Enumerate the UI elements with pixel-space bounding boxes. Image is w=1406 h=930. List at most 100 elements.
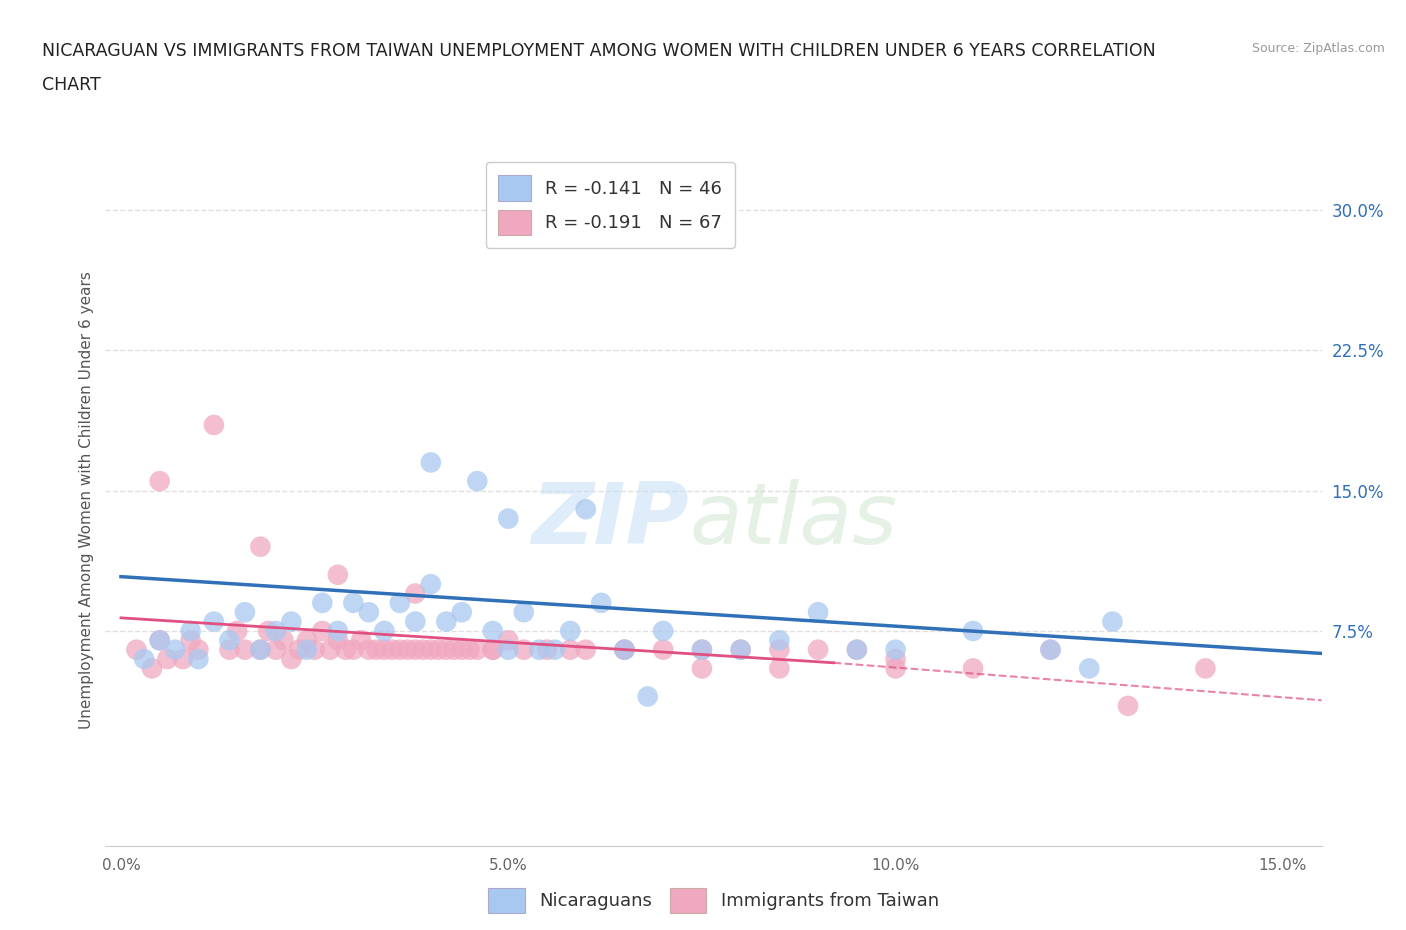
Point [1101,614,1123,629]
Point [529,643,551,658]
Point [652,643,675,658]
Point [962,661,984,676]
Point [560,623,582,638]
Point [690,643,713,658]
Point [350,633,373,648]
Text: NICARAGUAN VS IMMIGRANTS FROM TAIWAN UNEMPLOYMENT AMONG WOMEN WITH CHILDREN UNDE: NICARAGUAN VS IMMIGRANTS FROM TAIWAN UNE… [42,42,1156,60]
Point [560,643,582,658]
Point [149,473,172,488]
Point [396,643,419,658]
Point [311,595,333,610]
Point [496,512,519,526]
Point [202,614,225,629]
Point [536,643,558,658]
Point [295,643,318,658]
Point [149,633,172,648]
Point [295,633,318,648]
Point [1078,661,1101,676]
Point [807,604,830,619]
Point [496,643,519,658]
Point [319,643,342,658]
Point [165,643,187,658]
Point [280,614,302,629]
Text: CHART: CHART [42,76,101,94]
Point [962,623,984,638]
Point [218,633,240,648]
Point [357,643,380,658]
Point [233,604,256,619]
Point [125,643,148,658]
Point [458,643,481,658]
Point [513,643,536,658]
Point [264,643,287,658]
Point [845,643,868,658]
Text: atlas: atlas [689,479,897,562]
Point [419,577,441,591]
Point [613,643,636,658]
Point [373,643,395,658]
Point [575,502,598,517]
Point [481,623,503,638]
Point [443,643,465,658]
Point [373,623,395,638]
Point [149,633,172,648]
Point [257,623,280,638]
Point [434,614,457,629]
Point [1039,643,1062,658]
Point [187,652,209,667]
Point [513,604,536,619]
Point [357,604,380,619]
Point [304,643,326,658]
Point [690,643,713,658]
Point [381,643,404,658]
Point [202,418,225,432]
Y-axis label: Unemployment Among Women with Children Under 6 years: Unemployment Among Women with Children U… [79,271,94,729]
Point [884,652,907,667]
Point [1039,643,1062,658]
Point [481,643,503,658]
Point [404,614,426,629]
Point [481,643,503,658]
Point [273,633,295,648]
Point [156,652,179,667]
Point [342,595,364,610]
Point [730,643,752,658]
Point [134,652,156,667]
Point [311,623,333,638]
Point [845,643,868,658]
Point [768,633,790,648]
Point [326,623,349,638]
Point [690,661,713,676]
Point [450,604,472,619]
Point [388,595,411,610]
Point [637,689,659,704]
Point [465,473,488,488]
Text: ZIP: ZIP [531,479,689,562]
Point [264,623,287,638]
Point [342,643,364,658]
Point [404,586,426,601]
Point [575,643,598,658]
Point [249,643,271,658]
Point [288,643,311,658]
Point [141,661,163,676]
Point [450,643,472,658]
Point [388,643,411,658]
Point [613,643,636,658]
Point [226,623,249,638]
Point [404,643,426,658]
Point [884,661,907,676]
Point [613,643,636,658]
Point [326,633,349,648]
Point [465,643,488,658]
Point [280,652,302,667]
Point [218,643,240,658]
Point [412,643,434,658]
Point [249,643,271,658]
Point [652,623,675,638]
Point [249,539,271,554]
Point [768,661,790,676]
Point [180,623,202,638]
Point [335,643,357,658]
Point [180,633,202,648]
